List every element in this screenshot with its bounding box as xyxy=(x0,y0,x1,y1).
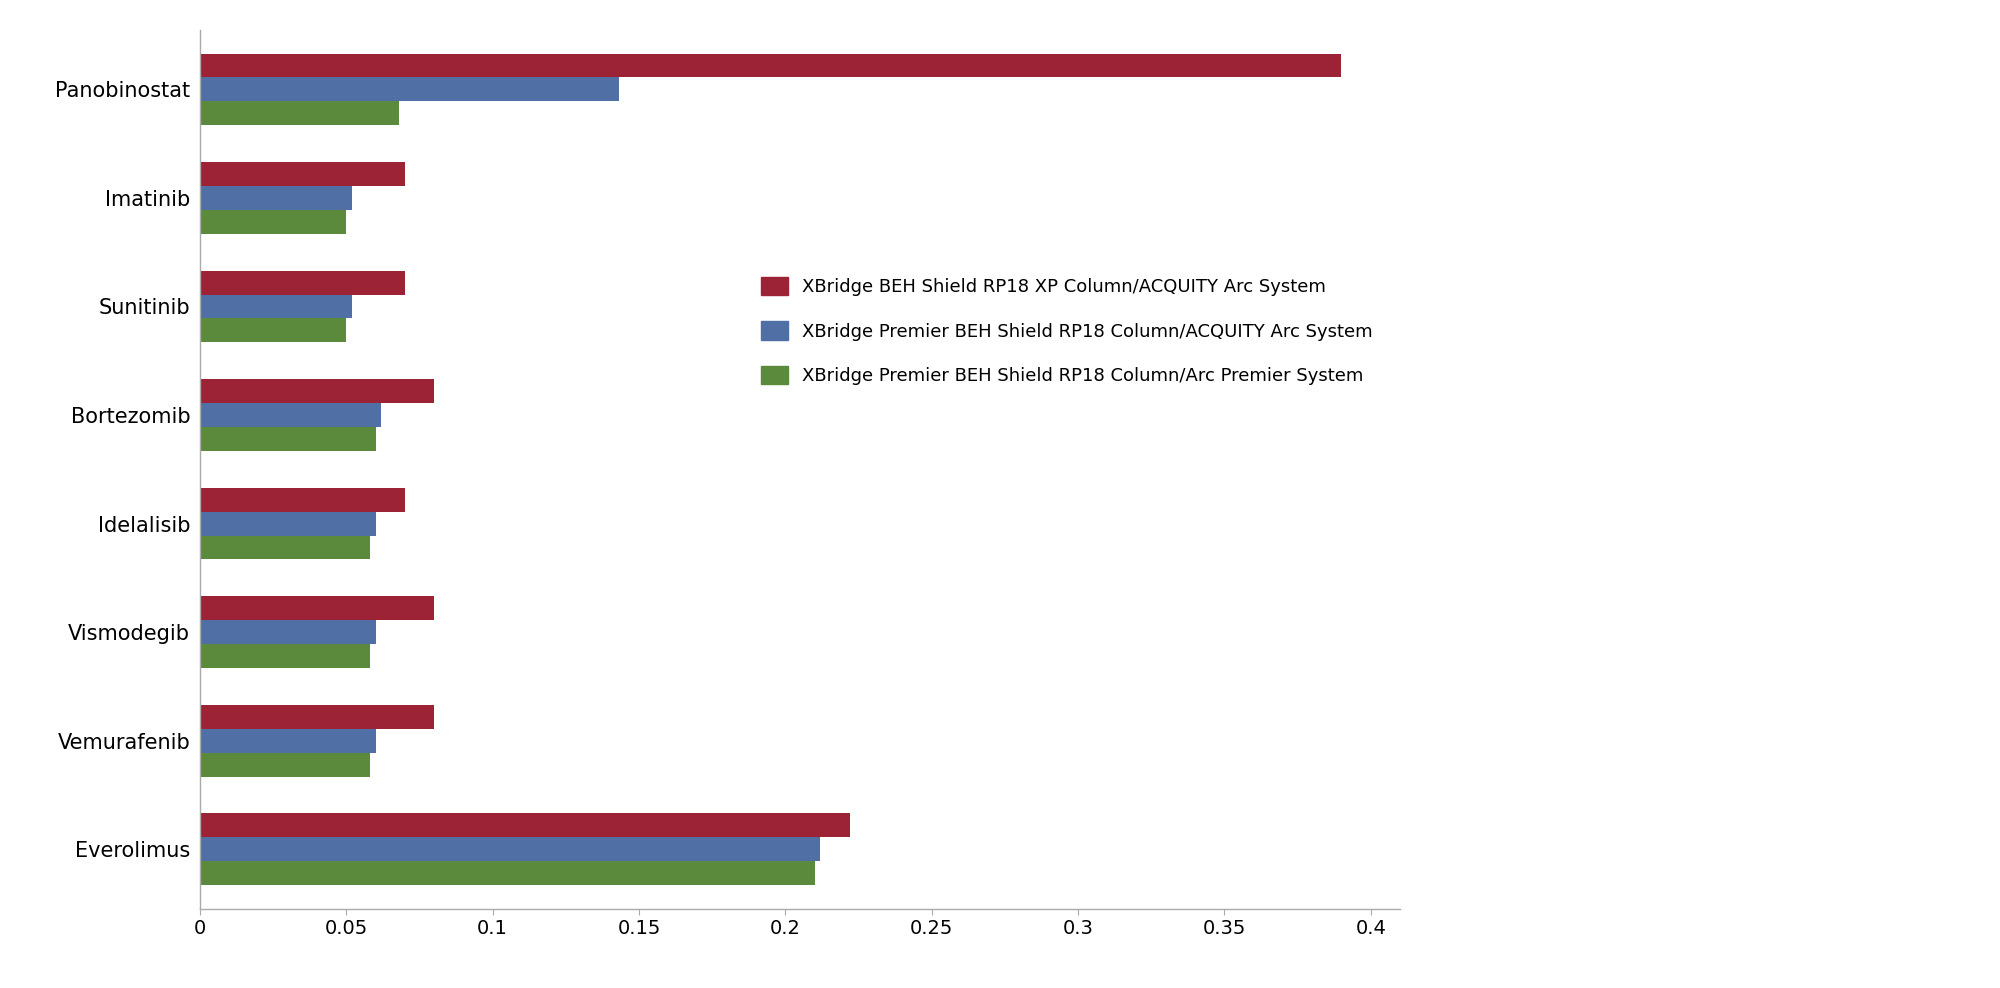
Bar xyxy=(200,427,376,451)
Bar xyxy=(200,271,404,294)
Bar xyxy=(200,162,404,186)
Legend: XBridge BEH Shield RP18 XP Column/ACQUITY Arc System, XBridge Premier BEH Shield: XBridge BEH Shield RP18 XP Column/ACQUIT… xyxy=(742,259,1390,403)
Bar xyxy=(200,186,352,209)
Bar xyxy=(200,813,850,837)
Bar xyxy=(200,620,376,644)
Bar xyxy=(200,512,376,535)
Bar xyxy=(200,318,346,342)
Bar xyxy=(200,403,382,427)
Bar xyxy=(200,704,434,729)
Bar xyxy=(200,597,434,620)
Bar xyxy=(200,753,370,777)
Bar xyxy=(200,379,434,403)
Bar xyxy=(200,488,404,512)
Bar xyxy=(200,837,820,862)
Bar xyxy=(200,294,352,318)
Bar xyxy=(200,729,376,753)
Bar xyxy=(200,535,370,559)
Bar xyxy=(200,102,400,125)
Bar xyxy=(200,644,370,668)
Bar xyxy=(200,77,618,102)
Bar xyxy=(200,862,814,885)
Bar xyxy=(200,209,346,234)
Bar xyxy=(200,53,1342,77)
